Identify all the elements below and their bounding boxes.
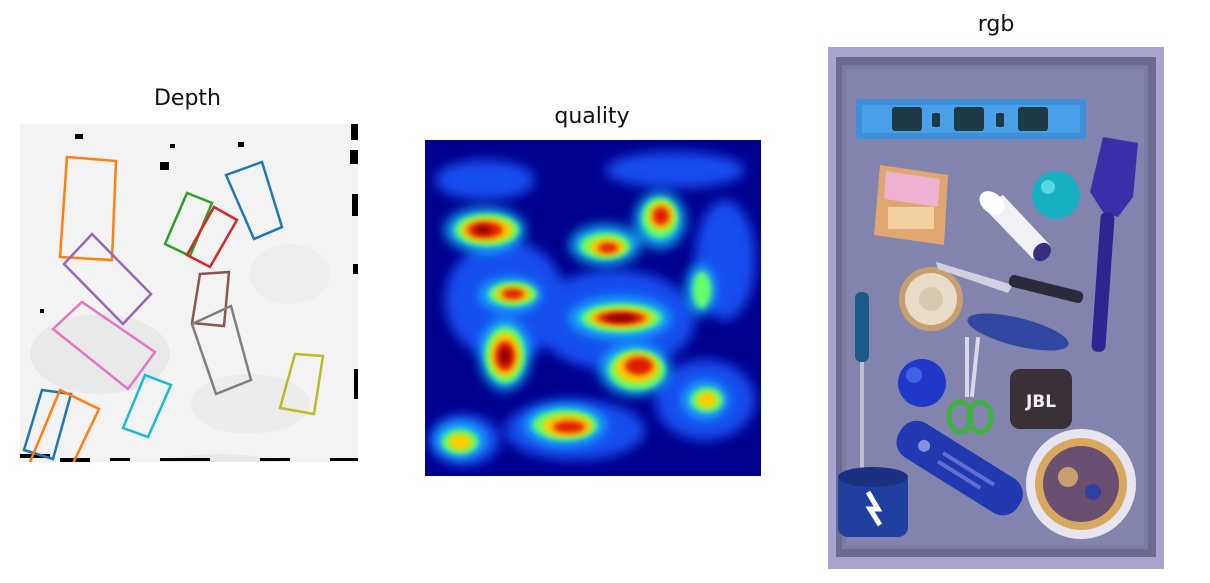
teal-ball [1032, 171, 1080, 219]
quality-heatmap [425, 140, 761, 476]
depth-panel [20, 124, 358, 462]
bowl [1026, 429, 1136, 539]
jbl-label: JBL [1025, 392, 1056, 412]
depth-image [20, 124, 358, 462]
blue-apple [898, 359, 946, 407]
grasp-rect-gray [190, 304, 253, 396]
snack-bag [874, 165, 948, 245]
spatula [1090, 137, 1138, 352]
screwdriver [855, 292, 869, 472]
rgb-panel: JBL [828, 47, 1164, 569]
grasp-rect-orange-bottom [28, 388, 101, 462]
grasp-rect-blue-top [224, 160, 284, 241]
grasp-rect-olive [278, 352, 325, 416]
quality-title: quality [554, 104, 630, 129]
blue-remote [896, 420, 1023, 516]
blue-mug [838, 467, 908, 537]
jbl-speaker: JBL [1010, 369, 1072, 429]
quality-panel [425, 140, 761, 476]
grasp-rect-red [185, 205, 239, 269]
rgb-image: JBL [828, 47, 1164, 569]
grasp-rect-purple [62, 232, 153, 326]
scissors [946, 336, 994, 435]
cucumber [967, 313, 1069, 351]
depth-title: Depth [153, 86, 221, 111]
grasp-rect-cyan [121, 373, 173, 439]
grasp-rect-orange-top [58, 155, 118, 262]
knife [936, 262, 1084, 303]
thread-spool [979, 191, 1051, 262]
spirit-level [856, 99, 1086, 139]
grasp-rect-brown [190, 270, 231, 328]
grasp-rect-pink [51, 300, 157, 391]
grasp-rect-green [163, 191, 214, 258]
rgb-title: rgb [977, 12, 1015, 37]
